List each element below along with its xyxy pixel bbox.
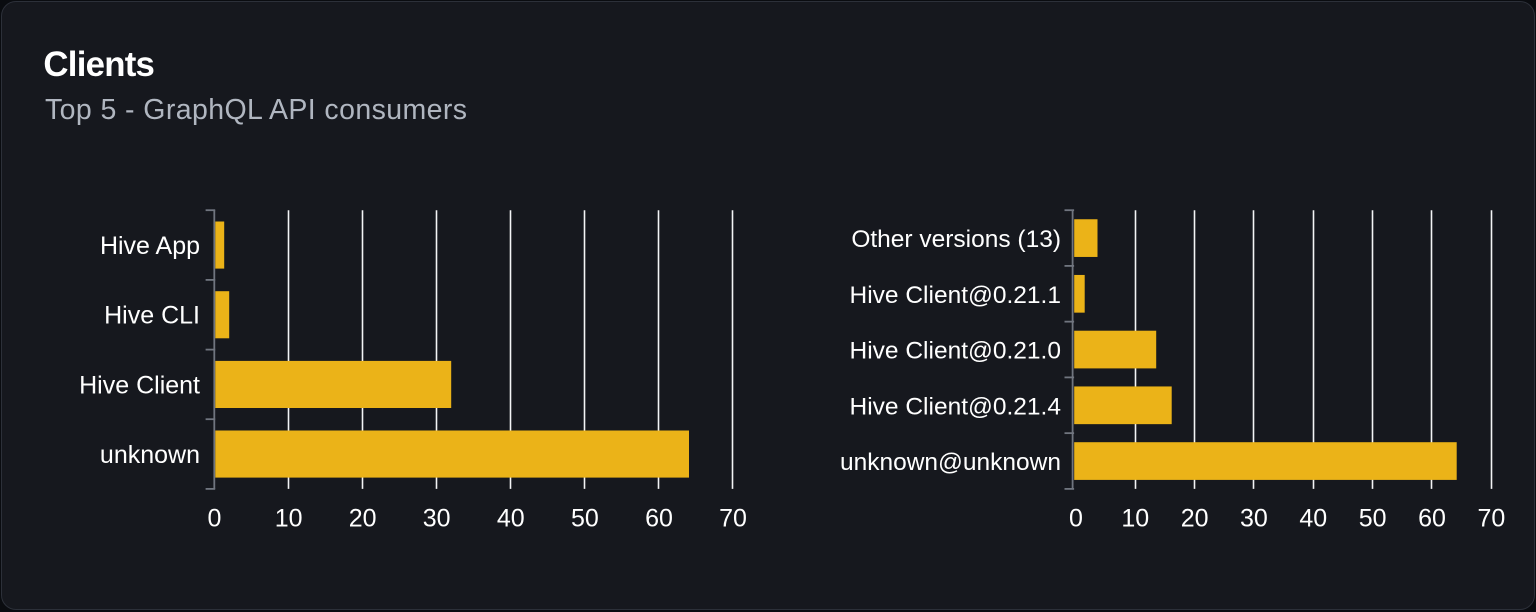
svg-text:unknown: unknown bbox=[100, 441, 200, 469]
svg-text:60: 60 bbox=[645, 505, 673, 533]
svg-text:Hive Client@0.21.1: Hive Client@0.21.1 bbox=[850, 282, 1061, 309]
svg-text:60: 60 bbox=[1418, 505, 1446, 533]
svg-text:20: 20 bbox=[1181, 505, 1209, 533]
svg-text:30: 30 bbox=[1240, 505, 1268, 533]
svg-text:Hive Client@0.21.0: Hive Client@0.21.0 bbox=[850, 338, 1061, 365]
svg-text:70: 70 bbox=[1477, 505, 1505, 533]
svg-text:unknown@unknown: unknown@unknown bbox=[840, 449, 1061, 476]
svg-text:40: 40 bbox=[1299, 505, 1327, 533]
svg-text:Hive App: Hive App bbox=[100, 232, 200, 260]
svg-text:Hive CLI: Hive CLI bbox=[104, 302, 200, 330]
svg-text:0: 0 bbox=[1069, 505, 1083, 533]
svg-text:Other versions (13): Other versions (13) bbox=[851, 226, 1061, 253]
svg-text:Hive Client: Hive Client bbox=[79, 371, 200, 399]
svg-text:20: 20 bbox=[349, 505, 377, 533]
svg-text:10: 10 bbox=[1121, 505, 1149, 533]
svg-text:50: 50 bbox=[571, 505, 599, 533]
svg-text:10: 10 bbox=[275, 505, 303, 533]
svg-text:70: 70 bbox=[719, 505, 747, 533]
svg-text:50: 50 bbox=[1359, 505, 1387, 533]
svg-text:30: 30 bbox=[423, 505, 451, 533]
svg-text:0: 0 bbox=[208, 505, 222, 533]
svg-text:40: 40 bbox=[497, 505, 525, 533]
svg-text:Hive Client@0.21.4: Hive Client@0.21.4 bbox=[850, 393, 1061, 420]
